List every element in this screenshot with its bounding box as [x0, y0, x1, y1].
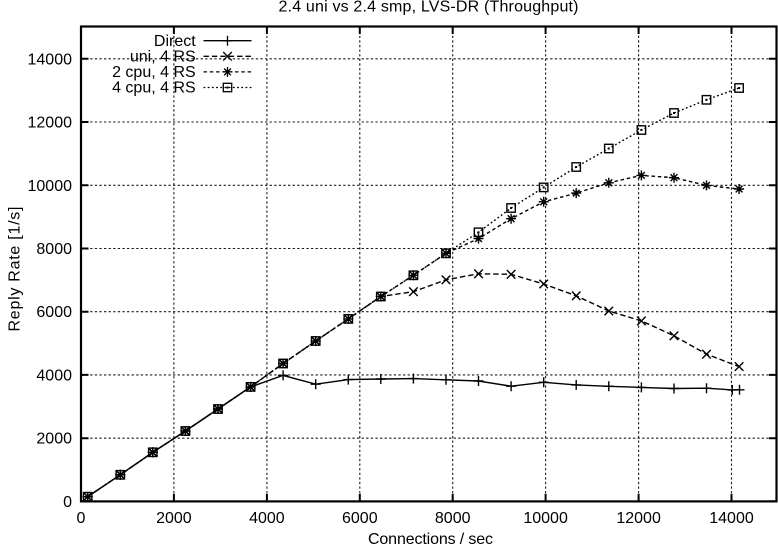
- svg-text:6000: 6000: [36, 304, 72, 321]
- svg-text:Reply Rate [1/s]: Reply Rate [1/s]: [7, 207, 24, 332]
- svg-text:6000: 6000: [342, 510, 378, 527]
- svg-text:14000: 14000: [28, 51, 73, 68]
- svg-text:4000: 4000: [249, 510, 285, 527]
- svg-text:2000: 2000: [156, 510, 192, 527]
- svg-text:2 cpu, 4 RS: 2 cpu, 4 RS: [112, 64, 196, 81]
- svg-text:2.4 uni vs 2.4 smp, LVS-DR (Th: 2.4 uni vs 2.4 smp, LVS-DR (Throughput): [279, 0, 579, 16]
- svg-text:14000: 14000: [709, 510, 754, 527]
- svg-text:10000: 10000: [28, 178, 73, 195]
- svg-text:2000: 2000: [36, 431, 72, 448]
- svg-text:Connections / sec: Connections / sec: [368, 531, 493, 547]
- svg-text:0: 0: [77, 510, 86, 527]
- svg-text:uni, 4 RS: uni, 4 RS: [130, 49, 196, 66]
- svg-text:Direct: Direct: [154, 33, 196, 50]
- svg-text:0: 0: [63, 494, 72, 511]
- svg-text:8000: 8000: [36, 241, 72, 258]
- svg-text:10000: 10000: [523, 510, 568, 527]
- svg-text:12000: 12000: [28, 115, 73, 132]
- svg-text:4 cpu, 4 RS: 4 cpu, 4 RS: [112, 80, 196, 97]
- svg-text:4000: 4000: [36, 367, 72, 384]
- svg-text:12000: 12000: [616, 510, 661, 527]
- svg-text:8000: 8000: [435, 510, 471, 527]
